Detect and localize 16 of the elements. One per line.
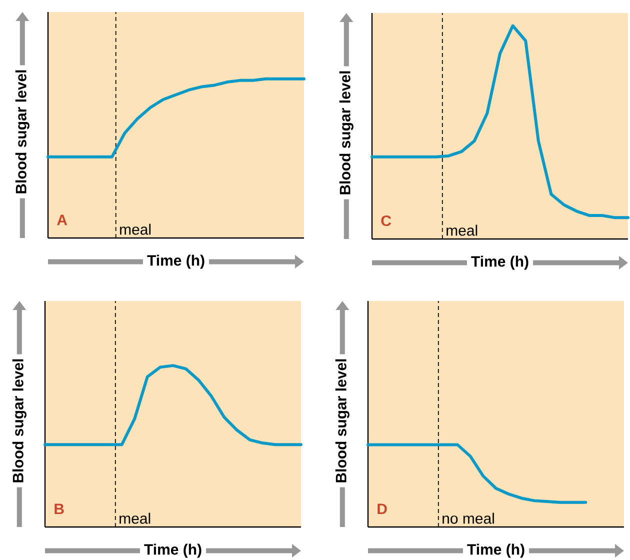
text: D xyxy=(378,504,387,514)
y-axis-title: Blood sugar level xyxy=(335,359,350,482)
x-axis-title: Time (h) xyxy=(467,544,524,558)
text: B xyxy=(54,504,64,514)
annotation: meal xyxy=(120,224,151,235)
annotation: no meal xyxy=(442,512,494,524)
annotation: meal xyxy=(120,512,150,524)
x-axis-title: Time (h) xyxy=(144,544,202,558)
text: C xyxy=(381,215,392,226)
x-axis-title: Time (h) xyxy=(471,256,528,270)
y-axis-title: Blood sugar level xyxy=(15,70,30,194)
annotation: meal xyxy=(446,224,478,236)
y-axis-title: Blood sugar level xyxy=(339,71,354,194)
y-axis-title: Blood sugar level xyxy=(12,359,26,482)
x-axis-title: Time (h) xyxy=(147,254,204,269)
text: A xyxy=(57,214,68,226)
